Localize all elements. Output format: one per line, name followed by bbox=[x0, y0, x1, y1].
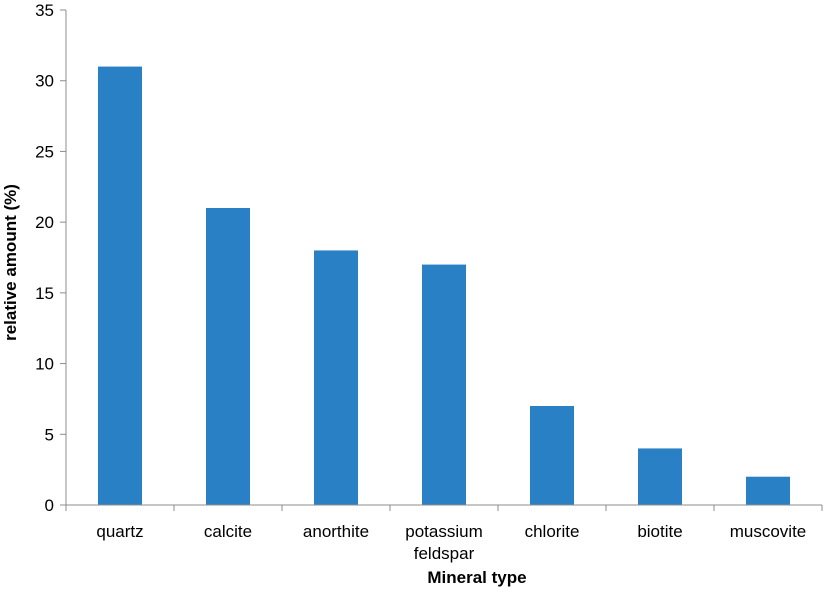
x-tick-label: biotite bbox=[637, 522, 682, 541]
y-ticks-group: 0 5 10 15 20 25 30 35 bbox=[35, 1, 66, 515]
bar-muscovite bbox=[746, 476, 790, 505]
y-tick-label: 20 bbox=[35, 213, 54, 232]
y-tick-label: 35 bbox=[35, 1, 54, 20]
bar-biotite bbox=[638, 448, 682, 505]
y-tick-label: 25 bbox=[35, 142, 54, 161]
y-tick-label: 15 bbox=[35, 284, 54, 303]
bars-group bbox=[98, 66, 790, 506]
y-tick-label: 10 bbox=[35, 355, 54, 374]
y-axis-title: relative amount (%) bbox=[1, 184, 20, 341]
bar-calcite bbox=[206, 208, 250, 505]
x-tick-label: anorthite bbox=[303, 522, 369, 541]
bar-chlorite bbox=[530, 406, 574, 505]
x-tick-label: calcite bbox=[204, 522, 252, 541]
bar-anorthite bbox=[314, 250, 358, 505]
bar-quartz bbox=[98, 66, 142, 506]
y-tick-label: 30 bbox=[35, 72, 54, 91]
y-tick-label: 5 bbox=[45, 425, 54, 444]
y-tick-label: 0 bbox=[45, 496, 54, 515]
axes-group bbox=[65, 10, 823, 511]
x-tick-label: chlorite bbox=[525, 522, 580, 541]
x-labels-group: quartz calcite anorthite potassium feldspar c… bbox=[96, 522, 806, 563]
x-tick-label: muscovite bbox=[730, 522, 807, 541]
x-tick-label: potassium feldspar bbox=[405, 522, 482, 563]
x-tick-label: quartz bbox=[96, 522, 143, 541]
x-axis-title: Mineral type bbox=[427, 568, 526, 587]
bar-potassium-feldspar bbox=[422, 264, 466, 505]
